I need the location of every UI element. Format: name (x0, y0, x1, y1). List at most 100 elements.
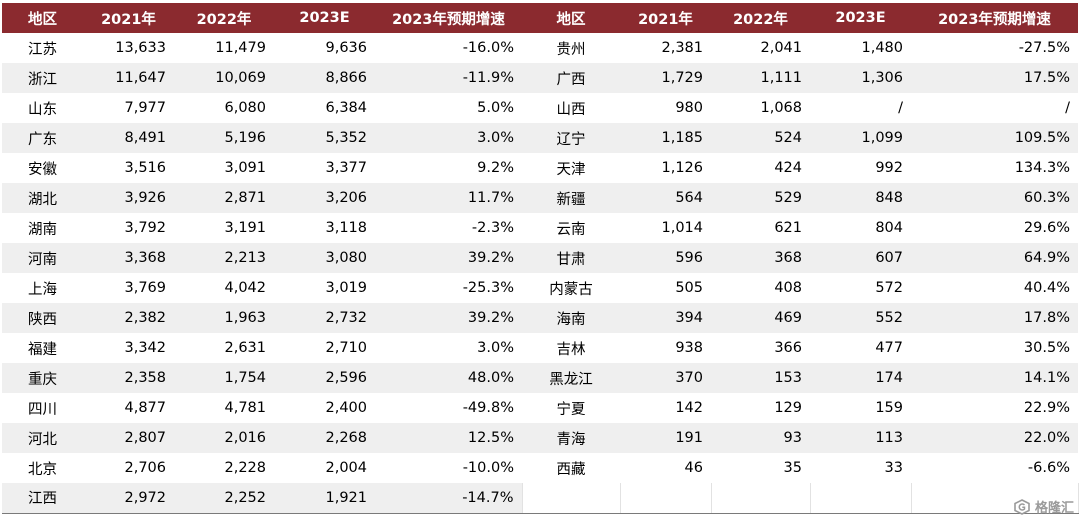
region-cell: 广东 (2, 123, 83, 153)
region-cell (521, 483, 621, 514)
value-cell: 2,004 (325, 460, 367, 476)
value-cell: 3,342 (124, 340, 166, 356)
value-cell: 3,926 (83, 183, 174, 213)
value-cell: / (898, 100, 903, 116)
value-cell: 22.0% (911, 423, 1078, 453)
value-cell: 3,516 (124, 160, 166, 176)
region-cell: 青海 (522, 423, 620, 453)
value-cell: 129 (774, 400, 802, 416)
value-cell: 607 (810, 243, 911, 273)
value-cell: 2,631 (224, 340, 266, 356)
table-row: 北京 2,706 2,228 2,004 -10.0% 西藏 46 35 33 -6.6% (2, 453, 1078, 483)
value-cell: 2,871 (174, 183, 274, 213)
region-cell: 山西 (556, 101, 586, 118)
region-cell: 山东 (28, 101, 57, 118)
value-cell: 424 (774, 160, 802, 176)
value-cell: 1,729 (620, 63, 711, 93)
column-header: 2023年预期增速 (375, 3, 522, 33)
value-cell: 4,042 (224, 280, 266, 296)
column-header: 2023E (274, 3, 375, 33)
region-cell: 广西 (522, 63, 620, 93)
table-row: 江西 2,972 2,252 1,921 -14.7% (2, 483, 1079, 514)
value-cell: 3,206 (274, 183, 375, 213)
value-cell: 46 (684, 460, 703, 476)
value-cell: 2,268 (274, 423, 375, 453)
value-cell: 3,769 (124, 280, 166, 296)
value-cell: 552 (810, 303, 911, 333)
table-row: 重庆 2,358 1,754 2,596 48.0% 黑龙江 370 153 174 14.1% (2, 363, 1078, 393)
value-cell: 35 (783, 460, 802, 476)
value-cell: 17.8% (911, 303, 1078, 333)
region-cell: 新疆 (522, 183, 620, 213)
value-cell: 1,099 (810, 123, 911, 153)
table-row: 上海 3,769 4,042 3,019 -25.3% 内蒙古 505 408 572 40.4% (2, 273, 1078, 303)
value-cell: 938 (675, 340, 703, 356)
value-cell: 3.0% (477, 340, 514, 356)
table-row: 湖南 3,792 3,191 3,118 -2.3% 云南 1,014 621 804 29.6% (2, 213, 1078, 243)
value-cell: 505 (675, 280, 703, 296)
value-cell: 3.0% (375, 123, 522, 153)
value-cell: 2,213 (174, 243, 274, 273)
value-cell (711, 483, 811, 514)
value-cell: 2,381 (661, 40, 703, 56)
column-header: 2023E (810, 3, 911, 33)
value-cell: 191 (620, 423, 711, 453)
region-cell: 江苏 (28, 41, 57, 58)
value-cell: 11,479 (215, 40, 266, 56)
region-cell: 上海 (28, 281, 57, 298)
value-cell: 113 (810, 423, 911, 453)
value-cell: 1,014 (661, 220, 703, 236)
value-cell: 13,633 (115, 40, 166, 56)
value-cell: 596 (620, 243, 711, 273)
region-cell: 贵州 (556, 41, 586, 58)
value-cell: 22.9% (1023, 400, 1070, 416)
value-cell: 33 (884, 460, 903, 476)
table-row: 河北 2,807 2,016 2,268 12.5% 青海 191 93 113 22.0% (2, 423, 1078, 453)
region-cell: 宁夏 (556, 401, 586, 418)
value-cell: 6,384 (325, 100, 367, 116)
value-cell: 1,306 (810, 63, 911, 93)
value-cell: 39.2% (375, 243, 522, 273)
region-cell: 云南 (556, 221, 586, 238)
value-cell: -14.7% (375, 483, 522, 514)
value-cell: 5,352 (274, 123, 375, 153)
value-cell: 2,358 (83, 363, 174, 393)
value-cell: 368 (711, 243, 810, 273)
region-cell: 黑龙江 (522, 363, 620, 393)
watermark-text: 格隆汇 (1034, 501, 1074, 516)
column-header: 地区 (2, 3, 83, 33)
value-cell: 6,080 (224, 100, 266, 116)
column-header: 2021年 (83, 3, 174, 33)
value-cell: 1,921 (274, 483, 375, 514)
value-cell: 48.0% (375, 363, 522, 393)
region-cell: 安徽 (28, 161, 57, 178)
value-cell: 29.6% (1023, 220, 1070, 236)
value-cell: -6.6% (1027, 460, 1070, 476)
value-cell: 60.3% (911, 183, 1078, 213)
table-row: 安徽 3,516 3,091 3,377 9.2% 天津 1,126 424 992 134.3% (2, 153, 1078, 183)
region-cell: 河北 (2, 423, 83, 453)
value-cell: 3,792 (124, 220, 166, 236)
value-cell: 5.0% (477, 100, 514, 116)
region-cell: 辽宁 (522, 123, 620, 153)
value-cell: 3,191 (224, 220, 266, 236)
region-cell: 江西 (2, 483, 83, 514)
value-cell: 40.4% (1023, 280, 1070, 296)
value-cell: 1,111 (711, 63, 810, 93)
value-cell: 93 (711, 423, 810, 453)
value-cell: -25.3% (462, 280, 514, 296)
region-cell: 甘肃 (522, 243, 620, 273)
region-cell: 北京 (28, 461, 57, 478)
table-row: 河南 3,368 2,213 3,080 39.2% 甘肃 596 368 607 64.9% (2, 243, 1078, 273)
value-cell: 153 (711, 363, 810, 393)
value-cell: 11,647 (83, 63, 174, 93)
value-cell: 2,016 (174, 423, 274, 453)
column-header: 2021年 (620, 3, 711, 33)
watermark: 格隆汇 (1013, 497, 1074, 516)
value-cell: 469 (711, 303, 810, 333)
value-cell: 3,019 (325, 280, 367, 296)
value-cell: 8,866 (274, 63, 375, 93)
value-cell: 2,596 (274, 363, 375, 393)
value-cell: 134.3% (1014, 160, 1070, 176)
table-row: 广东 8,491 5,196 5,352 3.0% 辽宁 1,185 524 1,099 109.… (2, 123, 1078, 153)
